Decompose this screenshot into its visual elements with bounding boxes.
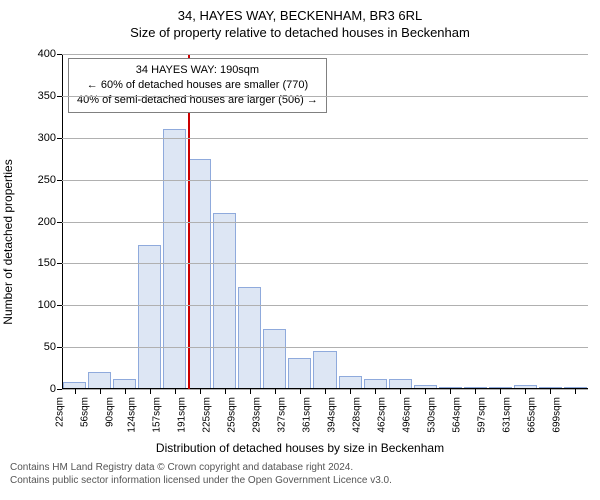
y-axis-label: Number of detached properties (1, 159, 15, 324)
grid-line (62, 305, 588, 306)
chart-container: Number of detached properties 34 HAYES W… (0, 44, 600, 439)
x-tick-label: 293sqm (252, 397, 263, 433)
y-tick-mark (57, 347, 62, 348)
x-tick-mark (550, 389, 551, 394)
x-tick-mark (175, 389, 176, 394)
x-tick-label: 124sqm (126, 397, 137, 433)
histogram-bar (88, 372, 111, 389)
x-tick-label: 462sqm (377, 397, 388, 433)
y-tick-mark (57, 305, 62, 306)
histogram-bar (288, 358, 311, 389)
x-tick-mark (100, 389, 101, 394)
x-tick-mark (250, 389, 251, 394)
x-tick-mark (350, 389, 351, 394)
info-box: 34 HAYES WAY: 190sqm ← 60% of detached h… (68, 58, 327, 113)
x-axis-title: Distribution of detached houses by size … (0, 441, 600, 455)
histogram-bar (188, 159, 211, 389)
page-subtitle: Size of property relative to detached ho… (0, 23, 600, 44)
x-tick-label: 56sqm (79, 397, 90, 427)
x-tick-label: 90sqm (104, 397, 115, 427)
x-tick-mark (425, 389, 426, 394)
x-tick-label: 428sqm (352, 397, 363, 433)
grid-line (62, 96, 588, 97)
x-tick-label: 564sqm (452, 397, 463, 433)
x-tick-label: 259sqm (227, 397, 238, 433)
x-tick-label: 597sqm (477, 397, 488, 433)
x-tick-mark (125, 389, 126, 394)
y-tick-mark (57, 138, 62, 139)
x-tick-label: 191sqm (176, 397, 187, 433)
x-tick-label: 225sqm (202, 397, 213, 433)
grid-line (62, 347, 588, 348)
x-tick-mark (500, 389, 501, 394)
x-tick-mark (375, 389, 376, 394)
x-tick-label: 394sqm (327, 397, 338, 433)
grid-line (62, 222, 588, 223)
histogram-bar (213, 213, 236, 389)
grid-line (62, 54, 588, 55)
y-tick-mark (57, 263, 62, 264)
histogram-bar (263, 329, 286, 389)
y-tick-mark (57, 180, 62, 181)
x-tick-mark (400, 389, 401, 394)
x-tick-label: 327sqm (277, 397, 288, 433)
x-tick-label: 699sqm (552, 397, 563, 433)
x-tick-mark (225, 389, 226, 394)
x-tick-label: 157sqm (151, 397, 162, 433)
x-tick-mark (325, 389, 326, 394)
x-tick-label: 22sqm (54, 397, 65, 427)
footer: Contains HM Land Registry data © Crown c… (0, 455, 600, 487)
y-tick-mark (57, 389, 62, 390)
y-tick-mark (57, 222, 62, 223)
x-tick-mark (525, 389, 526, 394)
x-tick-mark (200, 389, 201, 394)
x-tick-mark (475, 389, 476, 394)
x-tick-mark (275, 389, 276, 394)
footer-line1: Contains HM Land Registry data © Crown c… (10, 461, 590, 474)
grid-line (62, 138, 588, 139)
x-tick-mark (300, 389, 301, 394)
x-tick-mark (150, 389, 151, 394)
x-tick-mark (575, 389, 576, 394)
x-tick-mark (75, 389, 76, 394)
footer-line2: Contains public sector information licen… (10, 474, 590, 487)
info-box-line1: 34 HAYES WAY: 190sqm (77, 63, 318, 78)
y-tick-mark (57, 54, 62, 55)
x-tick-label: 665sqm (527, 397, 538, 433)
histogram-bar (138, 245, 161, 389)
histogram-bar (238, 287, 261, 389)
x-tick-label: 496sqm (402, 397, 413, 433)
info-box-line2: ← 60% of detached houses are smaller (77… (77, 78, 318, 93)
y-tick-mark (57, 96, 62, 97)
grid-line (62, 180, 588, 181)
page-address-title: 34, HAYES WAY, BECKENHAM, BR3 6RL (0, 0, 600, 23)
grid-line (62, 263, 588, 264)
plot-area: 34 HAYES WAY: 190sqm ← 60% of detached h… (62, 54, 588, 389)
x-tick-label: 631sqm (502, 397, 513, 433)
x-tick-label: 361sqm (302, 397, 313, 433)
x-tick-mark (450, 389, 451, 394)
histogram-bar (163, 129, 186, 389)
histogram-bar (313, 351, 336, 389)
x-tick-label: 530sqm (427, 397, 438, 433)
